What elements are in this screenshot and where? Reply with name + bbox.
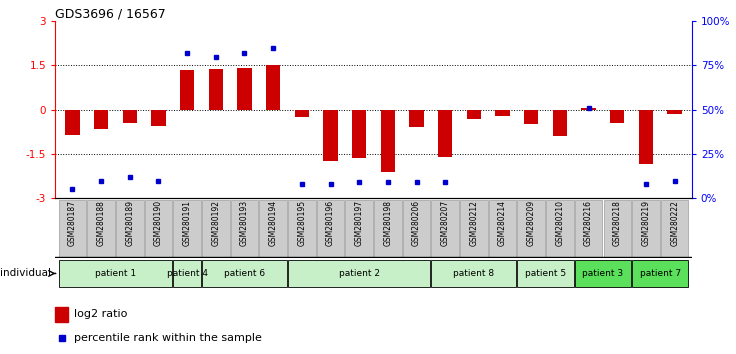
Bar	[294, 110, 309, 117]
Bar	[610, 110, 624, 123]
FancyBboxPatch shape	[575, 260, 631, 287]
Text: GSM280187: GSM280187	[68, 200, 77, 246]
FancyBboxPatch shape	[431, 260, 517, 287]
Text: GSM280210: GSM280210	[556, 200, 565, 246]
FancyBboxPatch shape	[345, 200, 373, 257]
Text: GSM280196: GSM280196	[326, 200, 335, 246]
Bar	[524, 110, 539, 125]
FancyBboxPatch shape	[288, 200, 316, 257]
Text: patient 4: patient 4	[166, 269, 208, 278]
Bar	[409, 110, 424, 127]
FancyBboxPatch shape	[174, 200, 201, 257]
Text: patient 5: patient 5	[525, 269, 566, 278]
Text: GSM280212: GSM280212	[470, 200, 478, 246]
Text: percentile rank within the sample: percentile rank within the sample	[74, 333, 261, 343]
Text: GSM280190: GSM280190	[154, 200, 163, 246]
Bar	[581, 108, 595, 110]
Bar	[352, 110, 367, 159]
Bar	[553, 110, 567, 136]
FancyBboxPatch shape	[661, 200, 688, 257]
Bar	[266, 65, 280, 110]
Text: patient 8: patient 8	[453, 269, 495, 278]
FancyBboxPatch shape	[316, 200, 344, 257]
FancyBboxPatch shape	[632, 260, 688, 287]
Text: GSM280191: GSM280191	[183, 200, 191, 246]
Text: GSM280198: GSM280198	[383, 200, 392, 246]
FancyBboxPatch shape	[604, 200, 631, 257]
Text: patient 7: patient 7	[640, 269, 681, 278]
FancyBboxPatch shape	[230, 200, 258, 257]
Text: GSM280222: GSM280222	[670, 200, 679, 246]
Text: GSM280188: GSM280188	[96, 200, 105, 246]
FancyBboxPatch shape	[259, 200, 287, 257]
Text: GSM280195: GSM280195	[297, 200, 306, 246]
FancyBboxPatch shape	[431, 200, 459, 257]
Text: GSM280207: GSM280207	[441, 200, 450, 246]
Text: GSM280197: GSM280197	[355, 200, 364, 246]
FancyBboxPatch shape	[403, 200, 431, 257]
Text: GSM280194: GSM280194	[269, 200, 277, 246]
Bar	[495, 110, 510, 116]
Bar	[152, 110, 166, 126]
Text: patient 2: patient 2	[339, 269, 380, 278]
FancyBboxPatch shape	[202, 260, 287, 287]
FancyBboxPatch shape	[632, 200, 659, 257]
Text: GSM280216: GSM280216	[584, 200, 593, 246]
FancyBboxPatch shape	[59, 200, 86, 257]
Text: log2 ratio: log2 ratio	[74, 309, 127, 320]
Text: GSM280209: GSM280209	[527, 200, 536, 246]
Text: patient 6: patient 6	[224, 269, 265, 278]
Bar	[208, 69, 223, 110]
FancyBboxPatch shape	[489, 200, 517, 257]
Text: GSM280214: GSM280214	[498, 200, 507, 246]
Bar	[55, 307, 68, 322]
FancyBboxPatch shape	[116, 200, 144, 257]
FancyBboxPatch shape	[174, 260, 201, 287]
FancyBboxPatch shape	[145, 200, 172, 257]
FancyBboxPatch shape	[202, 200, 230, 257]
Bar	[237, 68, 252, 110]
Bar	[467, 110, 481, 119]
Bar	[180, 70, 194, 110]
FancyBboxPatch shape	[546, 200, 573, 257]
Text: GSM280192: GSM280192	[211, 200, 220, 246]
FancyBboxPatch shape	[517, 200, 545, 257]
Text: individual: individual	[0, 268, 51, 279]
Bar	[438, 110, 453, 157]
FancyBboxPatch shape	[460, 200, 488, 257]
Text: GSM280218: GSM280218	[613, 200, 622, 246]
FancyBboxPatch shape	[288, 260, 431, 287]
Text: GSM280219: GSM280219	[642, 200, 651, 246]
Bar	[66, 110, 79, 135]
Text: GSM280193: GSM280193	[240, 200, 249, 246]
Text: patient 3: patient 3	[582, 269, 623, 278]
Bar	[668, 110, 682, 114]
FancyBboxPatch shape	[59, 260, 172, 287]
FancyBboxPatch shape	[88, 200, 115, 257]
Text: GSM280189: GSM280189	[125, 200, 134, 246]
FancyBboxPatch shape	[517, 260, 573, 287]
FancyBboxPatch shape	[575, 200, 602, 257]
Bar	[123, 110, 137, 123]
Text: GSM280206: GSM280206	[412, 200, 421, 246]
Bar	[94, 110, 108, 129]
Bar	[323, 110, 338, 161]
Bar	[381, 110, 395, 172]
Text: patient 1: patient 1	[95, 269, 136, 278]
FancyBboxPatch shape	[374, 200, 402, 257]
Text: GDS3696 / 16567: GDS3696 / 16567	[55, 7, 166, 20]
Bar	[639, 110, 653, 164]
